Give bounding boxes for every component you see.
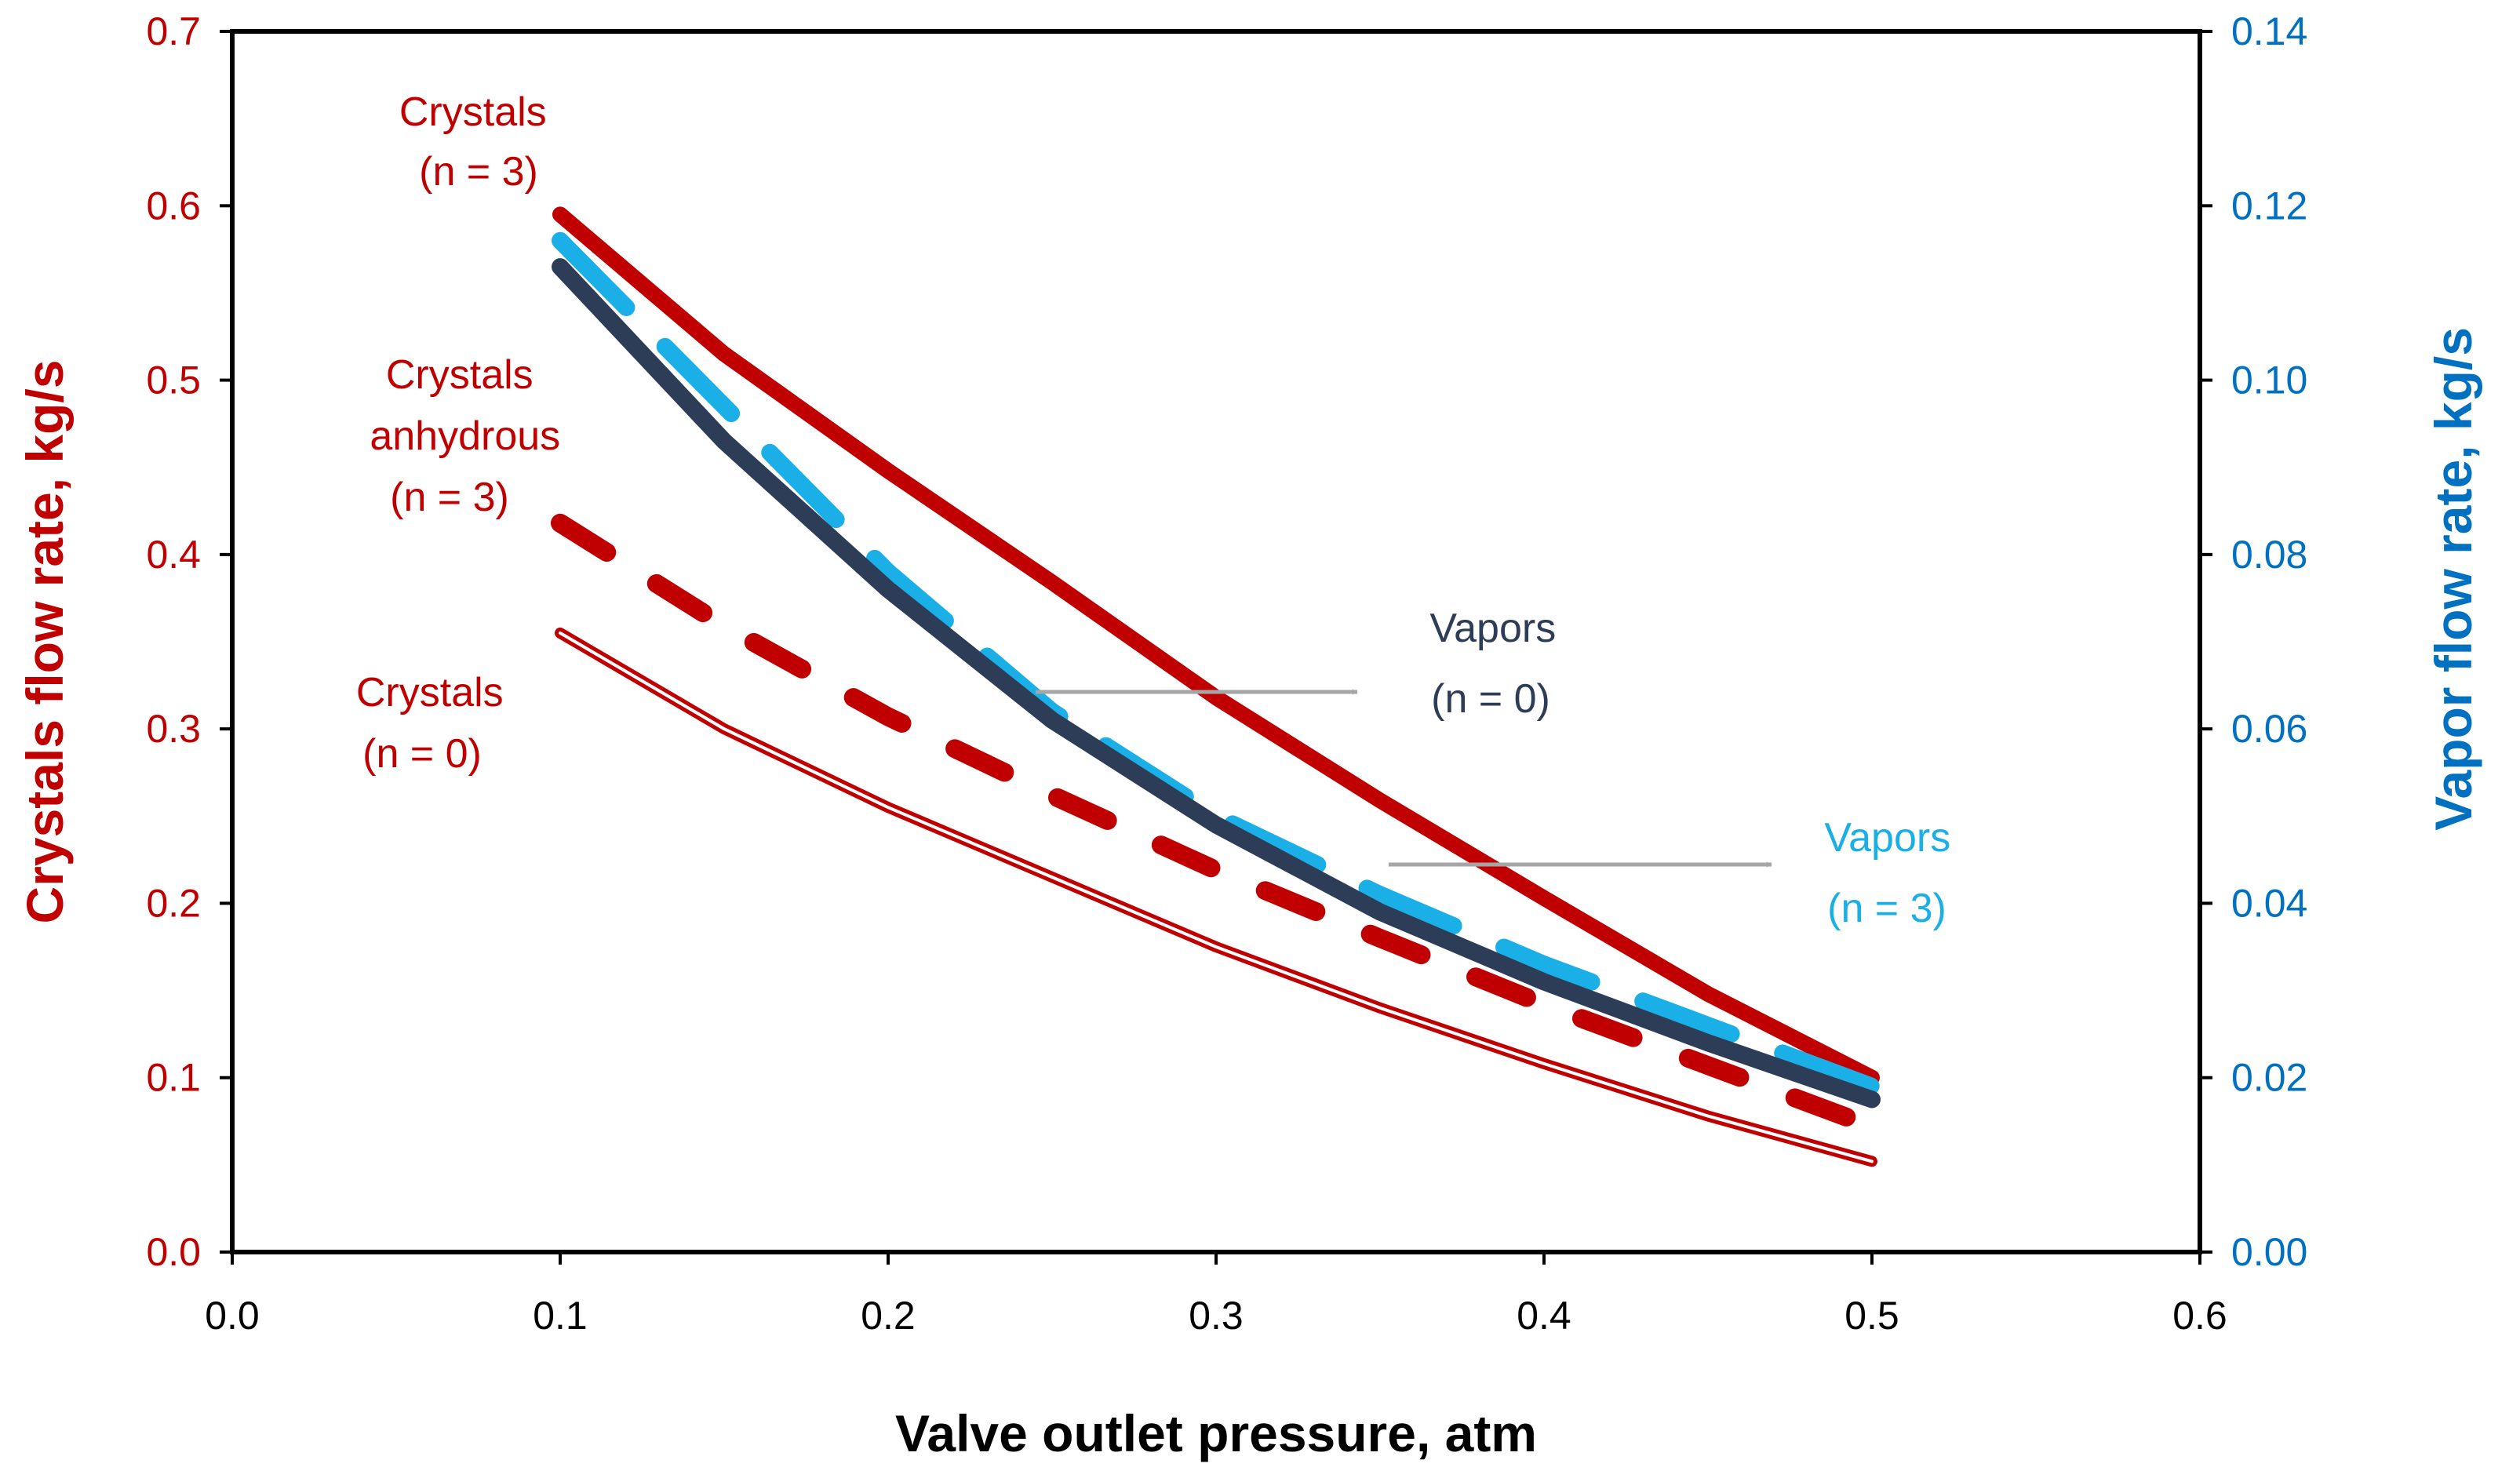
series-crystals-anhydrous-n-3 <box>551 513 1881 1136</box>
right-y-axis: 0.00 0.02 0.04 0.06 0.08 0.10 0.12 0.14 <box>2200 9 2307 1274</box>
y-tick-label: 0.5 <box>146 359 201 402</box>
y-tick-label: 0.0 <box>146 1230 201 1274</box>
annotation-crystals-n3: Crystals (n = 3) <box>399 89 558 195</box>
x-tick-label: 0.6 <box>2172 1294 2227 1338</box>
y2-tick-label: 0.00 <box>2231 1230 2307 1274</box>
right-y-axis-title: Vapor flow rate, kg/s <box>2424 327 2482 831</box>
annotation-vapors-n0: Vapors (n = 0) <box>1429 606 1567 722</box>
series-layer <box>551 206 1881 1167</box>
x-tick-label: 0.3 <box>1189 1294 1244 1338</box>
x-tick-label: 0.4 <box>1517 1294 1571 1338</box>
left-y-axis-title: Crystals flow rate, kg/s <box>16 360 74 924</box>
series-vapors-n-0 <box>552 258 1881 1108</box>
annotation-vapors-n3: Vapors (n = 3) <box>1824 815 1961 931</box>
x-tick-label: 0.2 <box>861 1294 916 1338</box>
annotation-crystals-anhydrous-n3: Crystals anhydrous (n = 3) <box>370 352 571 520</box>
y2-tick-label: 0.02 <box>2231 1056 2307 1100</box>
series-crystals-n-0 <box>555 627 1877 1167</box>
y-tick-label: 0.3 <box>146 707 201 751</box>
y2-tick-label: 0.06 <box>2231 707 2307 751</box>
left-y-axis: 0.0 0.1 0.2 0.3 0.4 0.5 0.6 0.7 <box>146 9 232 1274</box>
y-tick-label: 0.2 <box>146 881 201 925</box>
y-tick-label: 0.7 <box>146 9 201 53</box>
x-tick-label: 0.1 <box>533 1294 588 1338</box>
x-axis-title: Valve outlet pressure, atm <box>895 1404 1537 1462</box>
y2-tick-label: 0.14 <box>2231 9 2307 53</box>
series-crystals-n-0-inner <box>559 631 1874 1163</box>
x-tick-label: 0.0 <box>205 1294 260 1338</box>
y-tick-label: 0.1 <box>146 1056 201 1100</box>
y2-tick-label: 0.12 <box>2231 184 2307 228</box>
y2-tick-label: 0.08 <box>2231 533 2307 577</box>
x-tick-label: 0.5 <box>1844 1294 1899 1338</box>
y2-tick-label: 0.10 <box>2231 359 2307 402</box>
y-tick-label: 0.4 <box>146 533 201 577</box>
annotation-crystals-n0: Crystals (n = 0) <box>356 670 515 777</box>
series-vapors-n-3 <box>552 231 1881 1095</box>
x-axis: 0.0 0.1 0.2 0.3 0.4 0.5 0.6 <box>205 1252 2227 1338</box>
plot-area <box>230 29 2202 1254</box>
series-crystals-n-3 <box>552 206 1880 1086</box>
y-tick-label: 0.6 <box>146 184 201 228</box>
y2-tick-label: 0.04 <box>2231 881 2307 925</box>
